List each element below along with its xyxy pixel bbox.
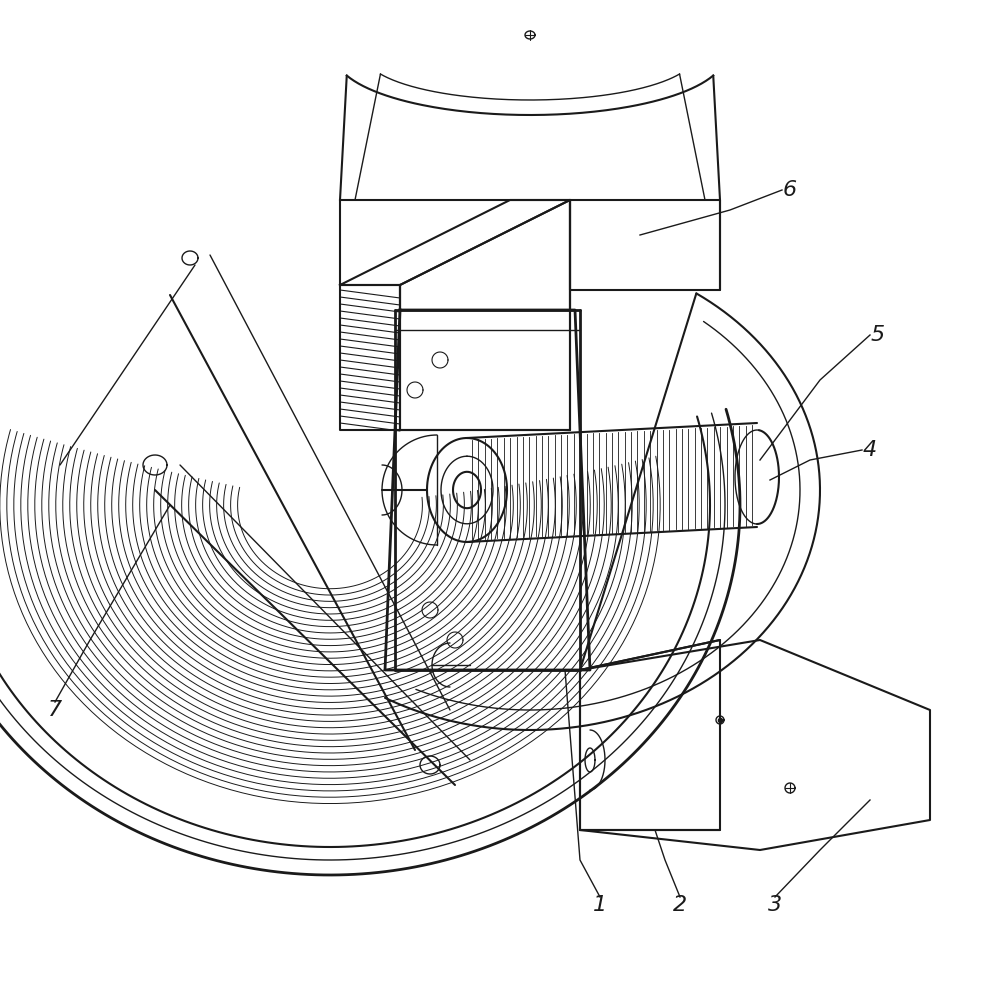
Text: 2: 2: [673, 895, 687, 915]
Text: 7: 7: [48, 700, 62, 720]
Text: 5: 5: [871, 325, 885, 345]
Text: 3: 3: [768, 895, 782, 915]
Text: 6: 6: [783, 180, 797, 200]
Text: 1: 1: [593, 895, 607, 915]
Text: 4: 4: [863, 440, 877, 460]
